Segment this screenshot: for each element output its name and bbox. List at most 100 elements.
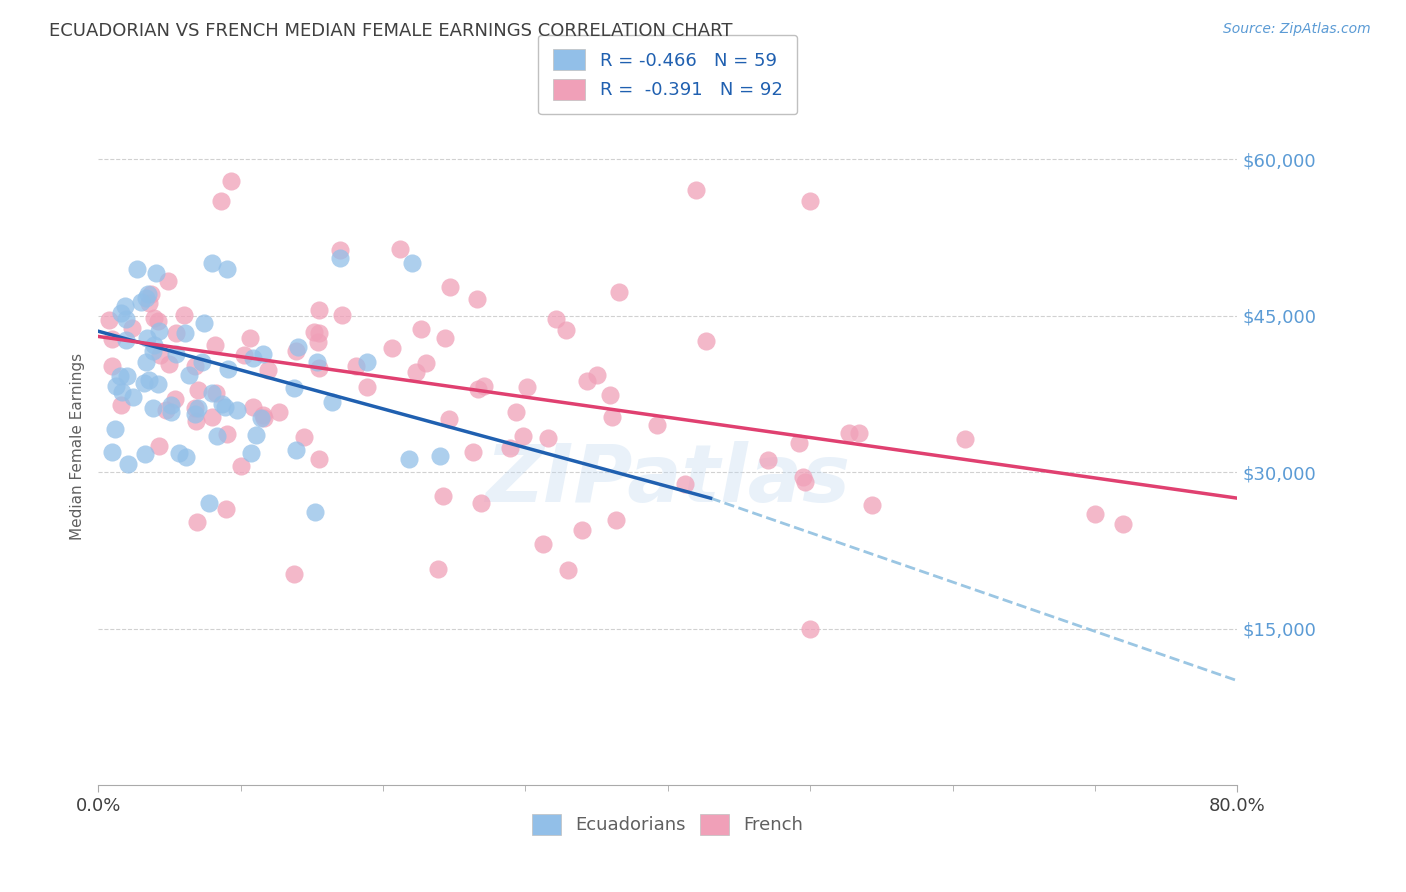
Point [512, 429, 534, 443]
Point [245, 427, 267, 442]
Point [142, 311, 165, 326]
Point [115, 312, 138, 326]
Point [515, 380, 537, 394]
Point [409, 321, 432, 335]
Point [673, 476, 696, 491]
Point [142, 344, 165, 359]
Point [233, 348, 256, 362]
Point [305, 355, 328, 369]
Point [429, 449, 451, 463]
Point [787, 436, 810, 450]
Point [575, 375, 598, 389]
Point [799, 194, 821, 208]
Point [110, 306, 132, 320]
Point [465, 292, 488, 306]
Point [321, 395, 343, 409]
Point [187, 401, 209, 416]
Point [205, 429, 228, 443]
Point [145, 266, 167, 280]
Point [304, 505, 326, 519]
Point [239, 331, 262, 345]
Point [794, 475, 817, 489]
Point [100, 359, 122, 373]
Point [121, 321, 143, 335]
Point [252, 411, 274, 425]
Point [285, 442, 308, 457]
Point [287, 340, 309, 354]
Point [405, 365, 427, 379]
Point [104, 422, 127, 436]
Point [695, 334, 717, 349]
Point [142, 401, 165, 415]
Point [242, 401, 264, 415]
Point [146, 314, 169, 328]
Point [148, 376, 170, 391]
Point [470, 496, 492, 510]
Point [432, 489, 454, 503]
Point [101, 445, 124, 459]
Point [110, 368, 132, 383]
Point [157, 275, 180, 289]
Point [204, 337, 226, 351]
Point [211, 194, 233, 209]
Point [135, 291, 157, 305]
Point [537, 431, 560, 445]
Point [135, 355, 157, 369]
Text: ECUADORIAN VS FRENCH MEDIAN FEMALE EARNINGS CORRELATION CHART: ECUADORIAN VS FRENCH MEDIAN FEMALE EARNI… [49, 22, 733, 40]
Point [169, 445, 191, 459]
Point [294, 430, 316, 444]
Point [439, 280, 461, 294]
Point [127, 261, 149, 276]
Point [645, 418, 668, 433]
Point [200, 386, 222, 401]
Point [134, 376, 156, 391]
Point [554, 322, 576, 336]
Point [186, 515, 208, 529]
Point [163, 392, 186, 406]
Point [848, 425, 870, 440]
Point [101, 333, 124, 347]
Point [184, 414, 207, 428]
Point [257, 363, 280, 377]
Point [117, 457, 139, 471]
Legend: Ecuadorians, French: Ecuadorians, French [523, 805, 813, 844]
Point [214, 502, 236, 516]
Point [792, 469, 814, 483]
Point [225, 403, 247, 417]
Point [356, 379, 378, 393]
Point [117, 368, 139, 383]
Point [160, 398, 183, 412]
Point [249, 411, 271, 425]
Point [191, 354, 214, 368]
Point [165, 347, 187, 361]
Point [953, 432, 976, 446]
Point [252, 409, 274, 423]
Point [173, 326, 195, 340]
Point [1312, 710, 1334, 724]
Point [308, 326, 330, 341]
Point [240, 446, 263, 460]
Point [97, 313, 120, 327]
Point [398, 452, 420, 467]
Point [388, 243, 411, 257]
Point [242, 351, 264, 365]
Point [149, 348, 172, 362]
Text: Source: ZipAtlas.com: Source: ZipAtlas.com [1223, 22, 1371, 37]
Point [283, 566, 305, 581]
Point [308, 360, 330, 375]
Point [184, 401, 207, 415]
Point [115, 333, 138, 347]
Point [415, 356, 437, 370]
Point [437, 411, 460, 425]
Point [165, 326, 187, 340]
Point [330, 308, 353, 322]
Point [467, 382, 489, 396]
Point [198, 496, 221, 510]
Point [136, 331, 159, 345]
Point [434, 330, 457, 344]
Point [505, 405, 527, 419]
Point [546, 312, 568, 326]
Point [110, 398, 132, 412]
Point [1112, 517, 1135, 532]
Point [600, 410, 623, 425]
